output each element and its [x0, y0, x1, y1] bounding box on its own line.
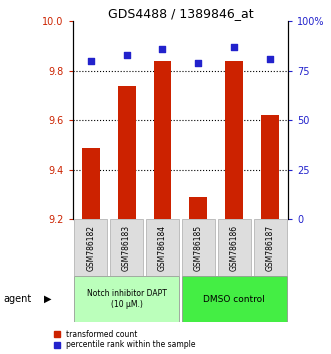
Text: DMSO control: DMSO control — [203, 295, 265, 304]
Bar — [74, 219, 107, 276]
Bar — [182, 276, 287, 322]
Bar — [254, 219, 287, 276]
Text: ▶: ▶ — [44, 294, 52, 304]
Text: agent: agent — [3, 294, 31, 304]
Point — [124, 52, 129, 58]
Bar — [261, 115, 279, 219]
Text: GSM786182: GSM786182 — [86, 225, 95, 271]
Bar — [154, 61, 171, 219]
Point — [88, 58, 93, 64]
Bar — [225, 61, 243, 219]
Bar — [110, 219, 143, 276]
Point — [160, 46, 165, 52]
Bar — [189, 197, 207, 219]
Text: GSM786185: GSM786185 — [194, 225, 203, 271]
Text: GSM786186: GSM786186 — [230, 225, 239, 271]
Bar — [74, 276, 179, 322]
Title: GDS4488 / 1389846_at: GDS4488 / 1389846_at — [108, 7, 253, 20]
Point — [231, 44, 237, 50]
Bar — [182, 219, 215, 276]
Text: GSM786184: GSM786184 — [158, 225, 167, 271]
Bar — [218, 219, 251, 276]
Point — [267, 56, 273, 62]
Legend: transformed count, percentile rank within the sample: transformed count, percentile rank withi… — [54, 329, 197, 350]
Bar — [118, 86, 136, 219]
Text: GSM786183: GSM786183 — [122, 225, 131, 271]
Text: Notch inhibitor DAPT
(10 μM.): Notch inhibitor DAPT (10 μM.) — [87, 290, 166, 309]
Bar — [146, 219, 179, 276]
Point — [196, 60, 201, 66]
Text: GSM786187: GSM786187 — [265, 225, 274, 271]
Bar — [82, 148, 100, 219]
